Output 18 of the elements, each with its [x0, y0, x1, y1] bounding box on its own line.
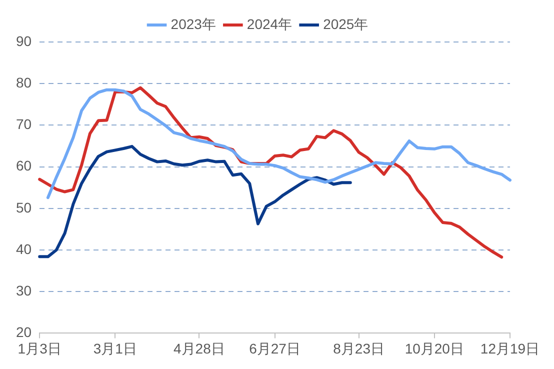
x-tick-label: 6月27日 [249, 340, 300, 356]
y-tick-label: 50 [16, 199, 32, 216]
y-tick-label: 30 [16, 282, 32, 298]
legend-label: 2025年 [323, 16, 368, 32]
x-tick-label: 4月28日 [174, 340, 225, 356]
legend-label: 2023年 [170, 16, 216, 32]
y-tick-label: 70 [16, 116, 32, 132]
y-tick-label: 20 [16, 324, 32, 340]
y-tick-label: 40 [16, 240, 32, 257]
y-tick-label: 90 [16, 32, 32, 49]
y-tick-label: 80 [16, 74, 32, 90]
x-tick-label: 12月19日 [480, 340, 540, 356]
y-tick-label: 60 [16, 158, 32, 174]
x-tick-label: 3月1日 [93, 340, 137, 356]
legend-label: 2024年 [246, 16, 292, 32]
x-tick-label: 10月20日 [404, 340, 464, 356]
x-tick-label: 8月23日 [333, 340, 384, 356]
x-tick-label: 1月3日 [18, 340, 62, 356]
